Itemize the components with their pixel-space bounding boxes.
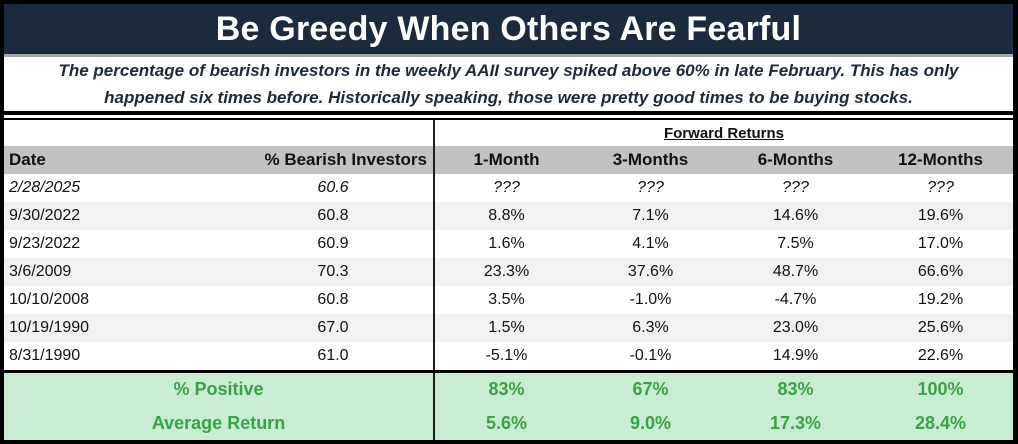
return-cell: 1.5% xyxy=(433,314,578,342)
date-cell: 10/10/2008 xyxy=(9,291,90,308)
return-cell: 14.6% xyxy=(772,207,819,224)
date-cell: 9/30/2022 xyxy=(9,207,81,224)
forward-returns-header: Forward Returns xyxy=(663,124,784,142)
return-cell: ??? xyxy=(637,179,664,196)
return-cell: -1.0% xyxy=(629,291,672,308)
return-cell: 19.2% xyxy=(917,291,964,308)
summary-label: Average Return xyxy=(151,412,286,433)
return-cell: -0.1% xyxy=(629,347,672,364)
date-cell: 9/23/2022 xyxy=(9,235,81,252)
return-cell: 4.1% xyxy=(632,235,669,252)
column-header-bearish: % Bearish Investors xyxy=(264,150,427,169)
return-cell: 6.3% xyxy=(632,319,669,336)
table-row: 10/19/1990 67.0 1.5% 6.3% 23.0% 25.6% xyxy=(4,314,1013,342)
return-cell: 22.6% xyxy=(917,347,964,364)
forward-returns-band: Forward Returns xyxy=(4,120,1013,146)
summary-row-positive: % Positive 83% 67% 83% 100% xyxy=(4,373,1013,407)
subtitle: The percentage of bearish investors in t… xyxy=(4,57,1013,115)
date-cell: 3/6/2009 xyxy=(9,263,72,280)
summary-value: 5.6% xyxy=(433,406,578,440)
return-cell: ??? xyxy=(782,179,809,196)
table-row: 2/28/2025 60.6 ??? ??? ??? ??? xyxy=(4,174,1013,202)
return-cell: 23.0% xyxy=(772,319,819,336)
return-cell: 17.0% xyxy=(917,235,964,252)
return-cell: 1.6% xyxy=(433,230,578,258)
return-cell: 14.9% xyxy=(772,347,819,364)
return-cell: 7.1% xyxy=(632,207,669,224)
table-row: 8/31/1990 61.0 -5.1% -0.1% 14.9% 22.6% xyxy=(4,342,1013,370)
summary-section: % Positive 83% 67% 83% 100% Average Retu… xyxy=(4,373,1013,440)
table-row: 10/10/2008 60.8 3.5% -1.0% -4.7% 19.2% xyxy=(4,286,1013,314)
summary-top-border xyxy=(4,370,1013,373)
return-cell: -5.1% xyxy=(433,342,578,370)
subtitle-border-line xyxy=(4,118,1013,120)
bearish-cell: 60.6 xyxy=(317,179,349,196)
summary-value: 28.4% xyxy=(914,412,967,433)
forward-returns-spacer xyxy=(4,120,433,146)
bearish-cell: 70.3 xyxy=(317,263,349,280)
subtitle-line-1: The percentage of bearish investors in t… xyxy=(58,61,959,80)
title-banner: Be Greedy When Others Are Fearful xyxy=(4,4,1013,54)
column-header-1-month: 1-Month xyxy=(433,146,578,174)
table-row: 9/30/2022 60.8 8.8% 7.1% 14.6% 19.6% xyxy=(4,202,1013,230)
column-header-row: Date % Bearish Investors 1-Month 3-Month… xyxy=(4,146,1013,174)
summary-value: 17.3% xyxy=(769,412,822,433)
return-cell: 19.6% xyxy=(917,207,964,224)
return-cell: 48.7% xyxy=(772,263,819,280)
summary-value: 9.0% xyxy=(629,412,672,433)
date-cell: 8/31/1990 xyxy=(9,347,81,364)
forward-returns-group: Forward Returns xyxy=(433,120,1013,146)
bearish-cell: 67.0 xyxy=(317,319,349,336)
date-cell: 10/19/1990 xyxy=(9,319,90,336)
return-cell: 25.6% xyxy=(917,319,964,336)
content-frame: Be Greedy When Others Are Fearful The pe… xyxy=(4,4,1013,440)
column-header-12-months: 12-Months xyxy=(898,150,983,169)
return-cell: 3.5% xyxy=(433,286,578,314)
return-cell: 66.6% xyxy=(917,263,964,280)
subtitle-line-2: happened six times before. Historically … xyxy=(104,88,913,107)
bearish-cell: 61.0 xyxy=(317,347,349,364)
return-cell: 8.8% xyxy=(433,202,578,230)
subtitle-border-gap xyxy=(4,115,1013,118)
bearish-cell: 60.9 xyxy=(317,235,349,252)
summary-value: 83% xyxy=(433,373,578,407)
table-row: 3/6/2009 70.3 23.3% 37.6% 48.7% 66.6% xyxy=(4,258,1013,286)
return-cell: 7.5% xyxy=(777,235,814,252)
return-cell: ??? xyxy=(927,179,954,196)
summary-value: 67% xyxy=(632,379,669,400)
summary-value: 83% xyxy=(777,379,814,400)
return-cell: 23.3% xyxy=(433,258,578,286)
summary-row-average: Average Return 5.6% 9.0% 17.3% 28.4% xyxy=(4,406,1013,440)
summary-value: 100% xyxy=(917,379,964,400)
return-cell: 37.6% xyxy=(627,263,674,280)
banner-divider xyxy=(4,54,1013,57)
return-cell: -4.7% xyxy=(774,291,817,308)
date-cell: 2/28/2025 xyxy=(9,179,81,196)
column-header-6-months: 6-Months xyxy=(757,150,834,169)
column-header-date: Date xyxy=(9,150,46,169)
bearish-cell: 60.8 xyxy=(317,207,349,224)
return-cell: ??? xyxy=(433,174,578,202)
summary-label: % Positive xyxy=(173,379,264,400)
column-header-3-months: 3-Months xyxy=(612,150,689,169)
bearish-cell: 60.8 xyxy=(317,291,349,308)
table-row: 9/23/2022 60.9 1.6% 4.1% 7.5% 17.0% xyxy=(4,230,1013,258)
page-title: Be Greedy When Others Are Fearful xyxy=(215,9,802,48)
